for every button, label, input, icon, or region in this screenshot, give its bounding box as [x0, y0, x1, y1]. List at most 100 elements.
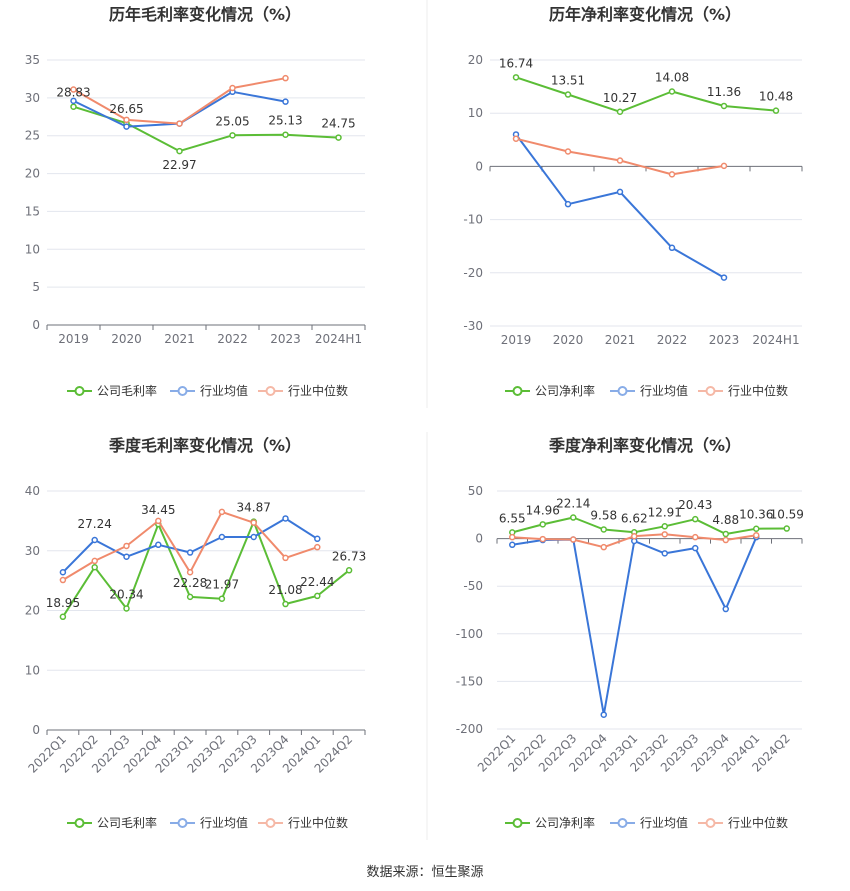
- line-marker-icon: [610, 818, 635, 828]
- legend-label: 行业均值: [200, 815, 248, 830]
- data-point: [509, 541, 516, 549]
- data-point: [282, 74, 289, 82]
- line-marker-icon: [698, 386, 723, 396]
- data-point: [720, 274, 728, 281]
- series-industry-median: [70, 74, 289, 127]
- data-label: 28.83: [56, 86, 90, 100]
- legend: 公司净利率 行业均值 行业中位数: [505, 383, 788, 398]
- legend-label: 行业均值: [200, 383, 248, 398]
- data-point: [692, 515, 699, 523]
- data-label: 11.36: [707, 85, 741, 99]
- data-point: [250, 519, 257, 526]
- data-point: [186, 593, 194, 601]
- data-point: [753, 525, 760, 532]
- legend-marker: [512, 818, 523, 828]
- legend-item-industry-mean: 行业均值: [610, 383, 688, 398]
- data-label: 26.73: [332, 549, 366, 563]
- series-industry-median: [59, 508, 321, 584]
- data-point: [616, 108, 624, 116]
- data-label: 16.74: [499, 56, 533, 70]
- x-tick-label: 2024H1: [315, 332, 362, 346]
- data-point: [509, 533, 516, 541]
- data-point: [59, 613, 67, 621]
- x-tick-label: 2023: [709, 333, 740, 347]
- legend-label: 公司毛利率: [97, 383, 157, 398]
- data-point: [282, 600, 289, 608]
- legend-label: 行业中位数: [728, 815, 788, 830]
- chart-panel-2: 历年净利率变化情况（%） -30 -20 -10 0 10 20 2019 2020 2021 20…: [463, 5, 803, 398]
- y-tick-label: 20: [25, 167, 40, 181]
- legend-marker: [177, 386, 188, 396]
- data-point: [335, 134, 342, 141]
- x-tick-label: 2021: [605, 333, 636, 347]
- data-point: [564, 148, 572, 155]
- y-tick-label: -10: [463, 213, 483, 227]
- data-point: [123, 542, 130, 550]
- data-point: [229, 132, 236, 139]
- data-point: [668, 171, 676, 178]
- legend-marker: [705, 818, 716, 828]
- data-point: [668, 88, 676, 95]
- legend-marker: [265, 818, 276, 828]
- legend-item-company: 公司净利率: [505, 815, 595, 830]
- line-marker-icon: [698, 818, 723, 828]
- legend-marker: [512, 386, 523, 396]
- series-line-company: [72, 105, 340, 153]
- data-point: [772, 107, 780, 114]
- legend-item-industry-median: 行业中位数: [258, 815, 348, 830]
- data-point: [570, 514, 577, 521]
- y-tick-label: 15: [25, 204, 40, 218]
- data-point: [539, 535, 546, 543]
- data-point: [600, 711, 607, 718]
- y-tick-label: 10: [468, 106, 483, 120]
- data-label: 34.45: [141, 503, 175, 517]
- data-point: [314, 592, 321, 600]
- data-point: [176, 147, 183, 155]
- y-tick-label: 0: [32, 723, 40, 737]
- legend-marker: [705, 386, 716, 396]
- legend-label: 公司净利率: [535, 815, 595, 830]
- data-point: [314, 535, 321, 543]
- chart-title: 季度净利率变化情况（%）: [548, 436, 741, 455]
- x-tick-label: 2020: [111, 332, 142, 346]
- y-tick-label: 40: [25, 484, 40, 498]
- data-point: [616, 157, 624, 164]
- legend-label: 行业中位数: [288, 815, 348, 830]
- legend-label: 行业中位数: [288, 383, 348, 398]
- data-point: [661, 523, 668, 530]
- data-label: 10.59: [770, 508, 804, 522]
- source-note: 数据来源：恒生聚源: [366, 865, 483, 880]
- y-tick-label: -200: [456, 722, 483, 736]
- legend-item-industry-median: 行业中位数: [698, 815, 788, 830]
- data-label: 6.55: [499, 511, 526, 525]
- data-label: 24.75: [321, 117, 355, 131]
- data-label: 10.48: [759, 90, 793, 104]
- line-marker-icon: [170, 818, 195, 828]
- line-marker-icon: [505, 818, 530, 828]
- x-tick-label: 2022: [657, 333, 688, 347]
- data-point: [186, 549, 194, 556]
- data-label: 22.44: [300, 575, 334, 589]
- legend-marker: [177, 818, 188, 828]
- data-point: [600, 526, 607, 533]
- data-point: [70, 97, 77, 105]
- data-point: [720, 102, 728, 110]
- data-point: [186, 569, 194, 576]
- data-point: [91, 557, 98, 565]
- data-point: [155, 517, 162, 525]
- x-tick-label: 2019: [501, 333, 532, 347]
- legend-label: 行业均值: [640, 815, 688, 830]
- data-point: [539, 521, 546, 528]
- data-point: [91, 536, 98, 544]
- data-point: [512, 74, 520, 81]
- data-label: 13.51: [551, 74, 585, 88]
- legend-label: 公司毛利率: [97, 815, 157, 830]
- data-point: [722, 605, 729, 613]
- y-tick-label: 30: [25, 544, 40, 558]
- data-point: [512, 135, 520, 142]
- line-marker-icon: [258, 386, 283, 396]
- data-point: [314, 543, 321, 551]
- data-label: 6.62: [621, 511, 648, 525]
- data-point: [59, 569, 67, 576]
